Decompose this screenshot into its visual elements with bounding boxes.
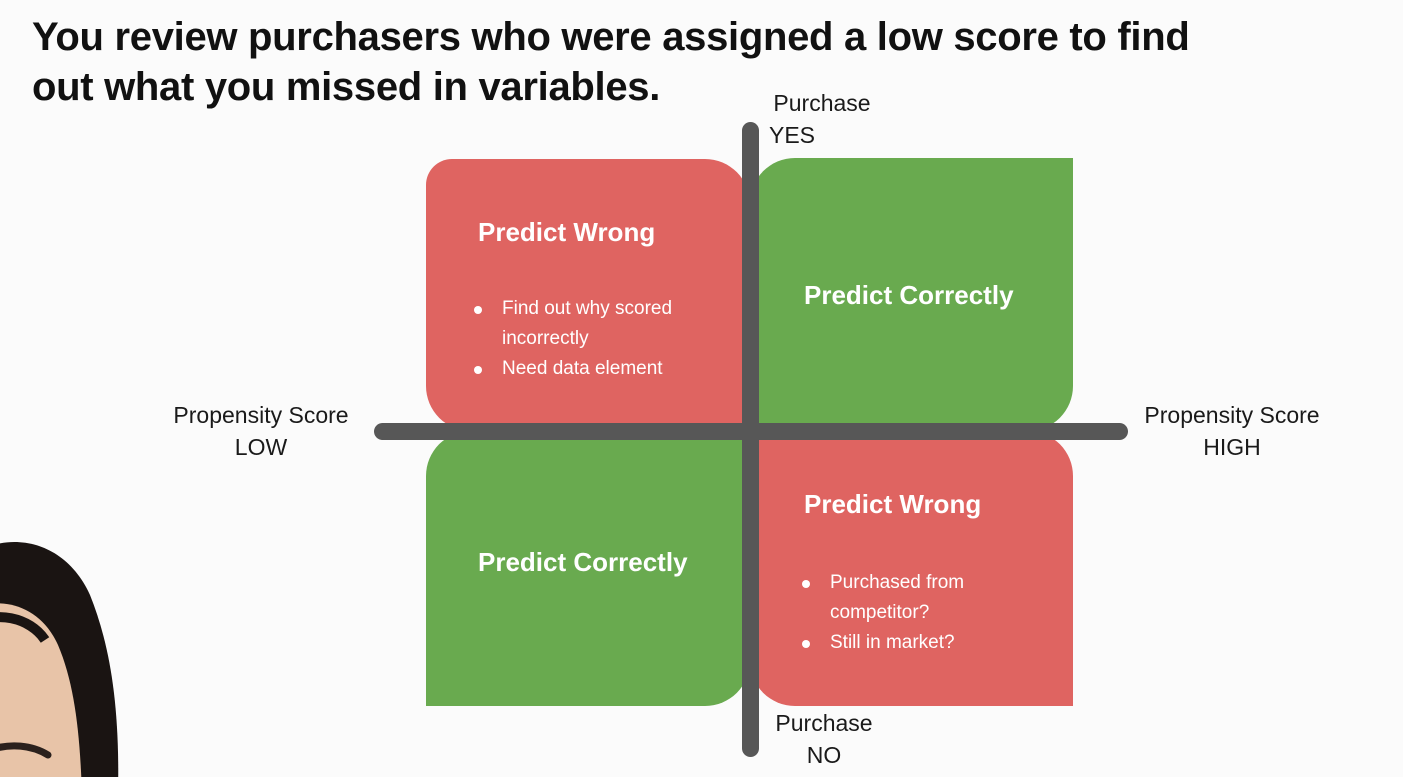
quadrant-bottom-right: Predict Wrong Purchased from competitor?… — [750, 431, 1073, 706]
list-item: Need data element — [472, 354, 712, 384]
list-item: Find out why scored incorrectly — [472, 294, 712, 354]
quadrant-bottom-left: Predict Correctly — [426, 431, 750, 706]
horizontal-axis — [374, 423, 1128, 440]
quadrant-bottom-left-title: Predict Correctly — [478, 547, 688, 577]
quadrant-top-left-bullets: Find out why scored incorrectly Need dat… — [472, 294, 712, 384]
axis-label-top-line2: YES — [768, 122, 816, 148]
axis-label-right-line2: HIGH — [1203, 434, 1261, 460]
quadrant-top-left: Predict Wrong Find out why scored incorr… — [426, 159, 750, 431]
quadrant-top-left-title: Predict Wrong — [478, 217, 656, 247]
presenter-video — [0, 542, 119, 777]
slide-title: You review purchasers who were assigned … — [32, 15, 1190, 109]
list-item: Still in market? — [800, 628, 1030, 658]
axis-label-bottom: Purchase NO — [744, 707, 904, 771]
axis-label-left-line2: LOW — [234, 434, 288, 460]
axis-label-right-line1: Propensity Score — [1144, 402, 1320, 428]
quadrant-bottom-right-bullets: Purchased from competitor? Still in mark… — [800, 568, 1030, 658]
axis-label-left-line1: Propensity Score — [173, 402, 349, 428]
axis-label-top-line1: Purchase — [773, 90, 871, 116]
quadrant-top-right-title: Predict Correctly — [804, 280, 1014, 310]
axis-label-bottom-line1: Purchase — [775, 710, 873, 736]
axis-label-right: Propensity Score HIGH — [1130, 399, 1334, 463]
quadrant-top-right: Predict Correctly — [750, 158, 1073, 431]
quadrant-bottom-right-title: Predict Wrong — [804, 489, 982, 519]
list-item: Purchased from competitor? — [800, 568, 1030, 628]
axis-label-bottom-line2: NO — [806, 742, 842, 768]
axis-label-top: Purchase YES — [742, 87, 902, 151]
axis-label-left: Propensity Score LOW — [160, 399, 362, 463]
